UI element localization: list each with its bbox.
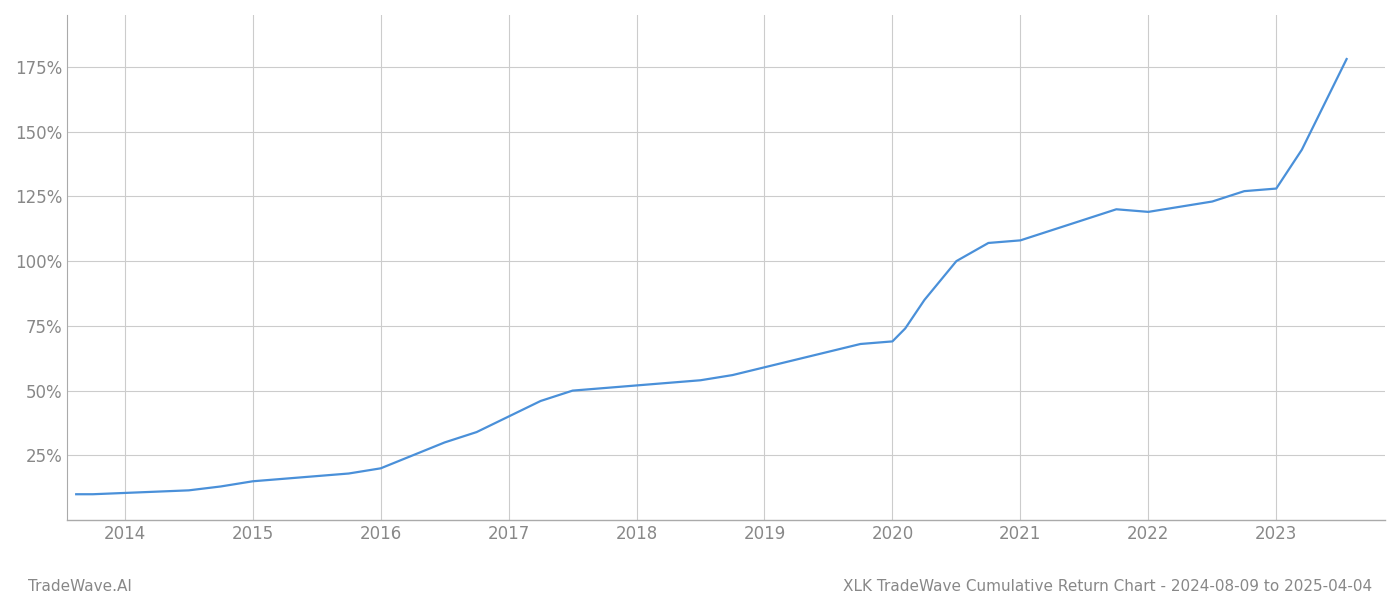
Text: XLK TradeWave Cumulative Return Chart - 2024-08-09 to 2025-04-04: XLK TradeWave Cumulative Return Chart - … [843,579,1372,594]
Text: TradeWave.AI: TradeWave.AI [28,579,132,594]
